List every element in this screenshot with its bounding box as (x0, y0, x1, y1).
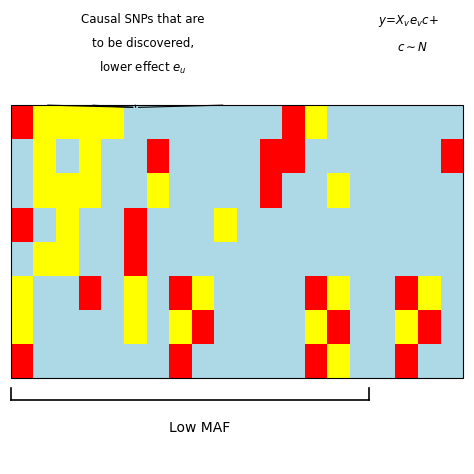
Bar (169, 310, 192, 344)
Bar (418, 310, 440, 344)
Bar (305, 344, 328, 378)
Bar (124, 276, 146, 310)
Bar (124, 208, 146, 242)
Bar (305, 276, 328, 310)
Bar (282, 139, 305, 173)
Bar (79, 173, 101, 208)
Bar (11, 105, 463, 378)
Bar (79, 139, 101, 173)
Bar (395, 344, 418, 378)
Bar (169, 276, 192, 310)
Bar (79, 105, 101, 139)
Bar (260, 173, 282, 208)
Bar (56, 208, 79, 242)
Bar (328, 173, 350, 208)
Bar (214, 208, 237, 242)
Bar (79, 276, 101, 310)
Bar (34, 105, 56, 139)
Bar (11, 208, 34, 242)
Bar (56, 173, 79, 208)
Text: lower effect $e_u$: lower effect $e_u$ (99, 60, 186, 76)
Bar (192, 310, 214, 344)
Bar (124, 242, 146, 276)
Bar (34, 139, 56, 173)
Bar (282, 105, 305, 139)
Bar (101, 105, 124, 139)
Bar (418, 276, 440, 310)
Text: to be discovered,: to be discovered, (91, 36, 194, 50)
Bar (146, 173, 169, 208)
Bar (34, 242, 56, 276)
Bar (192, 276, 214, 310)
Bar (56, 242, 79, 276)
Bar (11, 276, 34, 310)
Bar (395, 276, 418, 310)
Text: Causal SNPs that are: Causal SNPs that are (81, 13, 204, 26)
Bar (328, 310, 350, 344)
Bar (328, 344, 350, 378)
Bar (34, 173, 56, 208)
Bar (11, 344, 34, 378)
Bar (440, 139, 463, 173)
Bar (305, 105, 328, 139)
Bar (11, 310, 34, 344)
Bar (395, 310, 418, 344)
Text: Low MAF: Low MAF (169, 421, 230, 435)
Bar (11, 105, 34, 139)
Bar (146, 139, 169, 173)
Bar (169, 344, 192, 378)
Text: $y\!=\!X_v e_v c\!+\!$: $y\!=\!X_v e_v c\!+\!$ (378, 13, 439, 29)
Bar (305, 310, 328, 344)
Bar (56, 105, 79, 139)
Bar (11, 105, 463, 378)
Bar (260, 139, 282, 173)
Bar (328, 276, 350, 310)
Bar (124, 310, 146, 344)
Text: $c \sim N$: $c \sim N$ (397, 41, 428, 55)
